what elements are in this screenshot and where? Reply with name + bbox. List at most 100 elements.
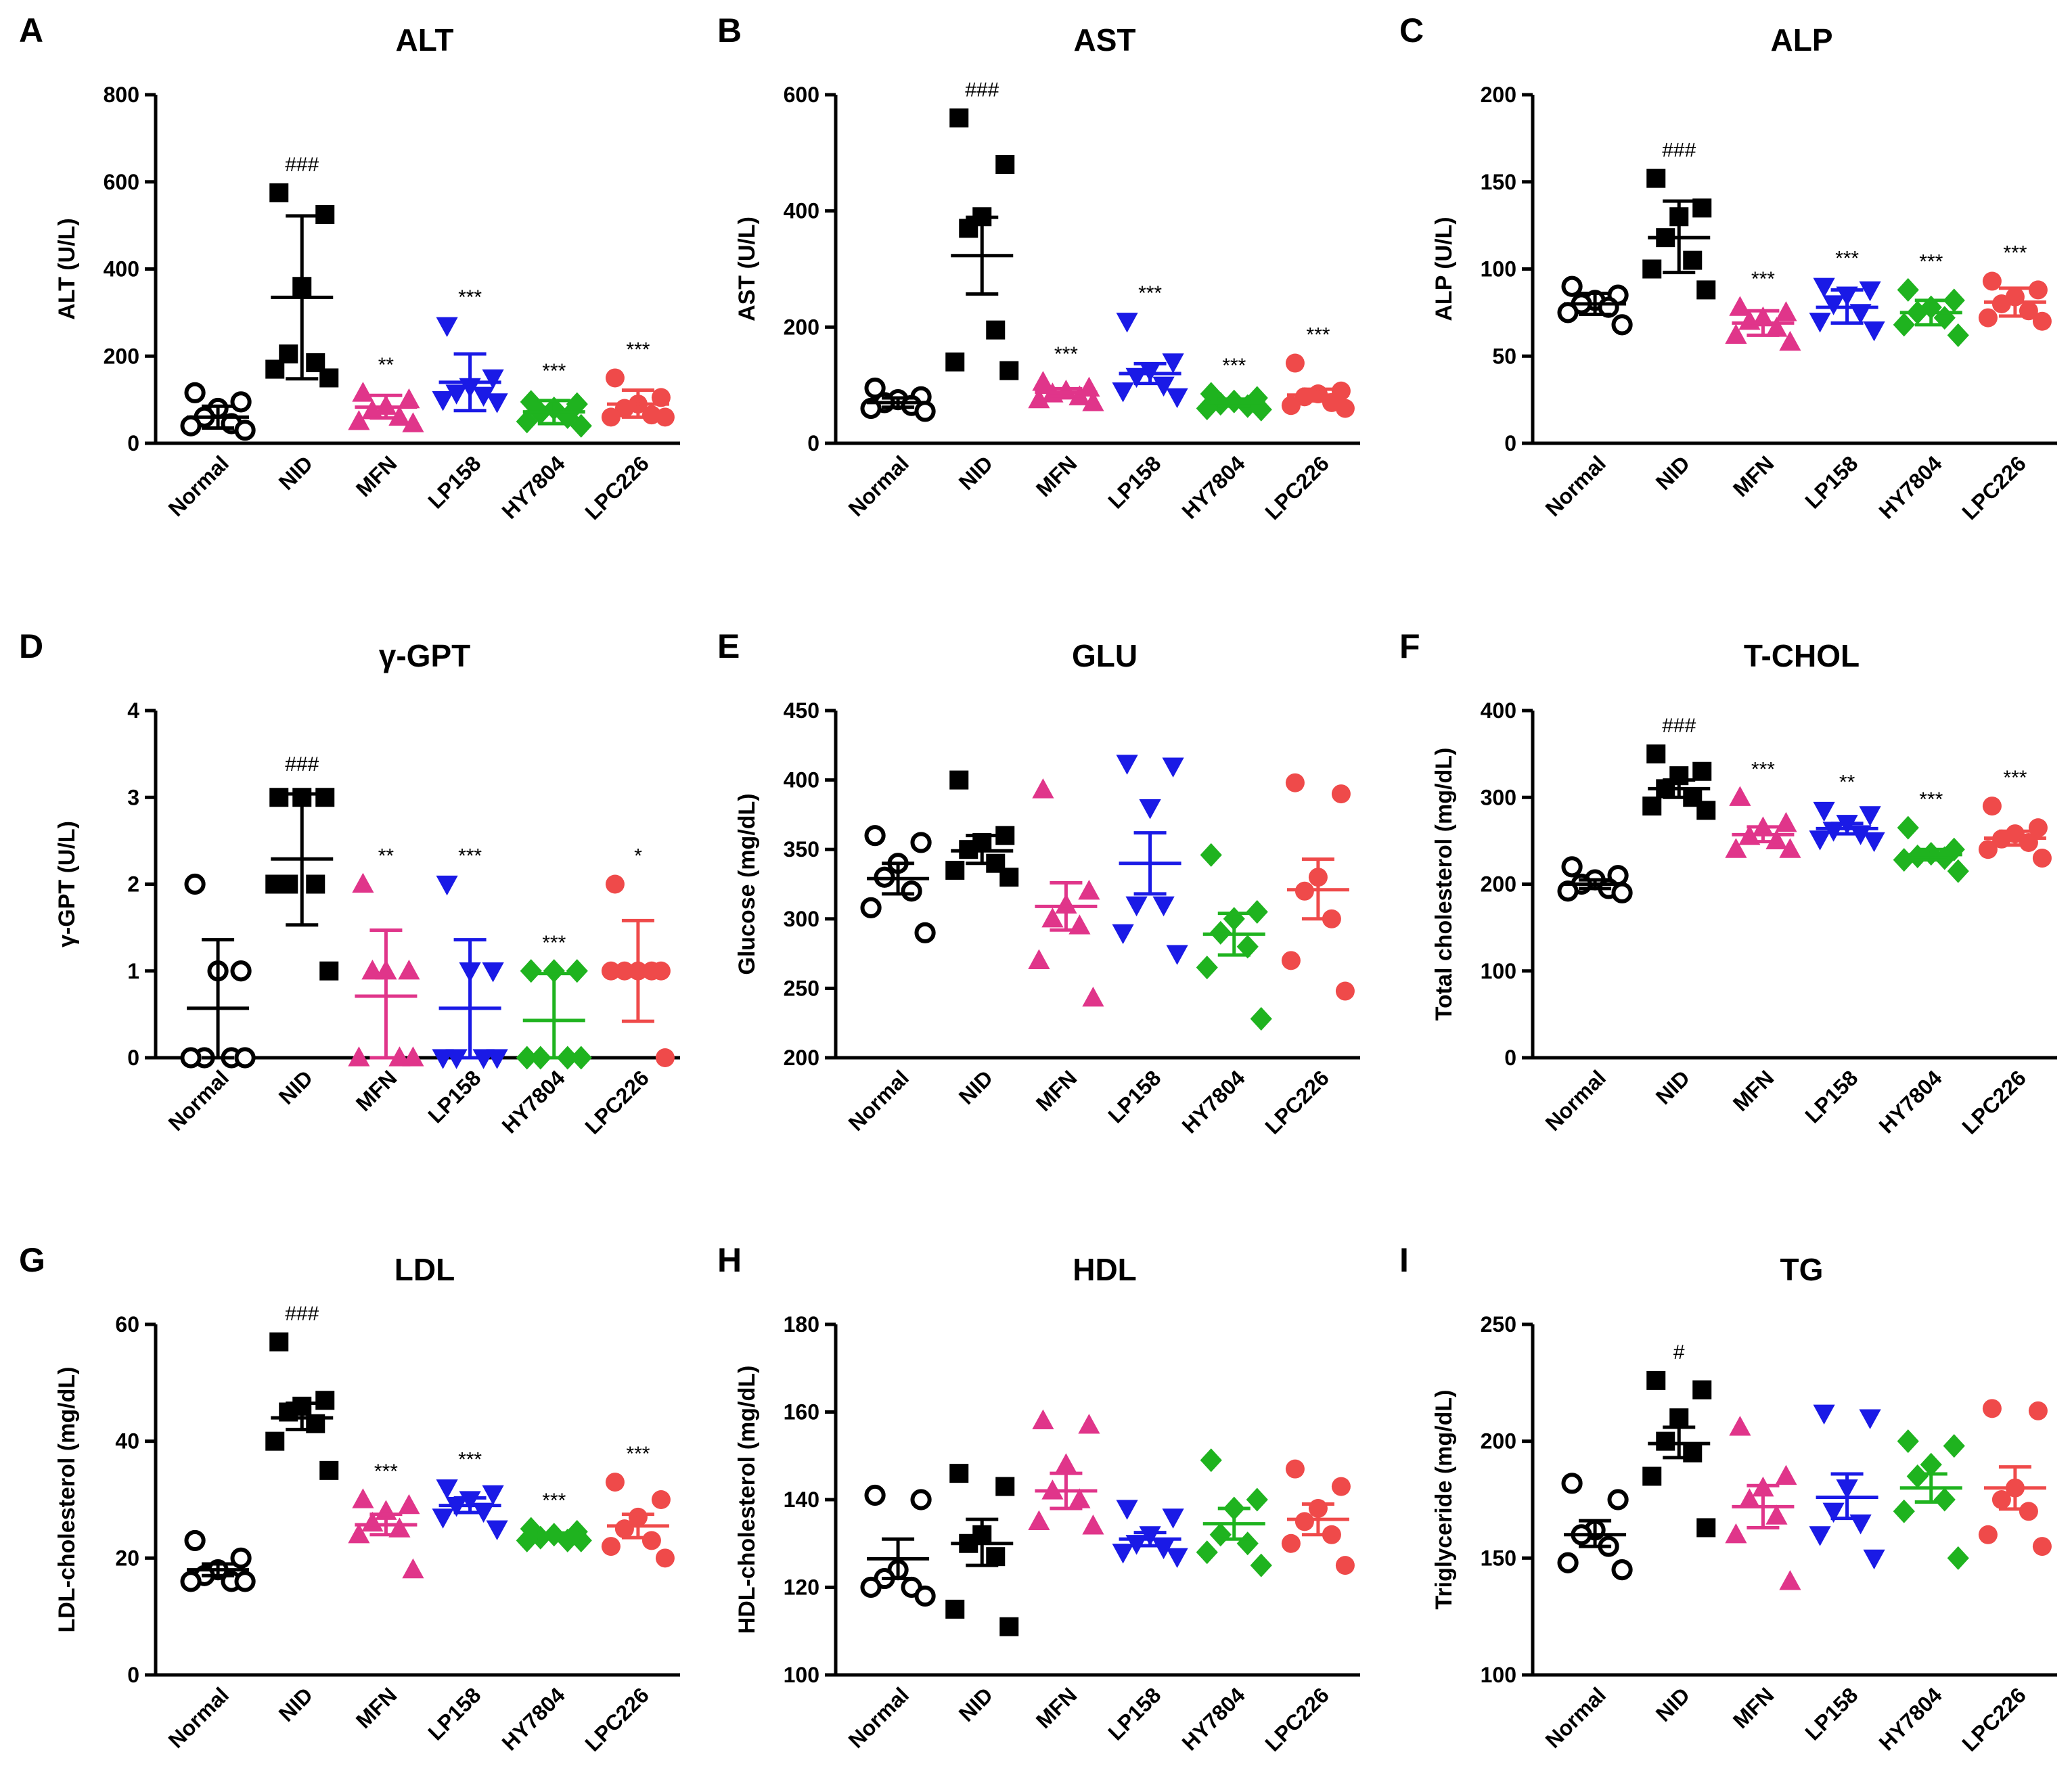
data-point — [436, 1479, 458, 1500]
series-lpc226: *** — [601, 1443, 675, 1568]
data-point — [1692, 761, 1712, 781]
y-axis-label: Glucose (mg/dL) — [734, 793, 760, 975]
data-point — [1809, 313, 1831, 333]
data-point — [995, 1477, 1015, 1496]
data-point — [1236, 1531, 1259, 1556]
data-point — [1646, 169, 1666, 188]
x-tick-label: LP158 — [1800, 1682, 1862, 1745]
data-point — [1335, 1556, 1355, 1575]
significance-label: # — [1673, 1341, 1685, 1364]
x-tick-label: Normal — [1541, 1682, 1611, 1752]
y-tick-label: 2 — [127, 872, 139, 897]
y-tick-label: 50 — [1492, 344, 1516, 368]
data-point — [1809, 830, 1831, 851]
series-normal — [180, 1529, 256, 1592]
data-point — [999, 361, 1019, 380]
data-point — [1561, 275, 1583, 297]
data-point — [1162, 1508, 1184, 1529]
data-point — [1200, 1448, 1222, 1473]
data-point — [910, 832, 932, 853]
significance-label: *** — [542, 1489, 566, 1512]
data-point — [543, 959, 565, 983]
x-tick-label: NID — [1651, 1065, 1694, 1108]
data-point — [1162, 757, 1184, 778]
series-normal — [1557, 1473, 1633, 1581]
data-point — [184, 1529, 206, 1552]
data-point — [1236, 935, 1259, 959]
data-point — [398, 388, 420, 409]
data-point — [1696, 280, 1716, 300]
data-point — [1982, 1399, 2002, 1418]
significance-label: ** — [378, 354, 395, 376]
data-point — [1152, 896, 1175, 917]
data-point — [436, 317, 458, 337]
series-lp158: *** — [432, 1449, 508, 1540]
data-point — [1028, 1510, 1050, 1530]
x-tick-label: HY7804 — [1874, 451, 1946, 523]
data-point — [230, 960, 252, 982]
data-point — [901, 880, 922, 902]
panel-letter: G — [19, 1241, 45, 1279]
significance-label: *** — [2003, 767, 2027, 789]
y-tick-label: 0 — [1504, 431, 1516, 455]
data-point — [949, 1464, 969, 1483]
data-point — [1041, 908, 1064, 928]
y-tick-label: 800 — [104, 83, 139, 107]
series-lpc226: * — [601, 845, 675, 1067]
data-point — [995, 155, 1015, 174]
data-point — [1331, 784, 1351, 804]
data-point — [1893, 313, 1915, 337]
data-point — [641, 1531, 661, 1550]
x-tick-label: Normal — [164, 451, 233, 520]
data-point — [1943, 288, 1965, 313]
data-point — [601, 1537, 621, 1556]
significance-label: *** — [1751, 758, 1775, 780]
data-point — [269, 788, 289, 807]
data-point — [1863, 321, 1885, 342]
chart-panel-a: A ALT 0 200 400 600 800 ALT (U/L) Normal NID ### MF… — [19, 12, 680, 524]
x-tick-label: LPC226 — [1260, 1682, 1333, 1755]
y-tick-label: 200 — [784, 315, 819, 339]
data-point — [1082, 1515, 1104, 1535]
x-tick-label: NID — [954, 1682, 997, 1726]
data-point — [1729, 1416, 1751, 1436]
y-axis-label: LDL-cholesterol (mg/dL) — [54, 1367, 80, 1633]
series-lpc226: *** — [1281, 324, 1355, 418]
data-point — [269, 183, 289, 202]
series-lp158 — [1112, 755, 1188, 965]
data-point — [361, 959, 384, 980]
data-point — [234, 1047, 256, 1069]
significance-label: *** — [1919, 788, 1943, 811]
data-point — [1082, 986, 1104, 1007]
data-point — [570, 413, 592, 438]
data-point — [361, 1511, 384, 1532]
data-point — [1196, 1540, 1218, 1565]
chart-panel-e: E GLU 200 250 300 350 400 450 Glucose (mg/dL) Nor… — [717, 627, 1360, 1139]
series-nid: ### — [945, 79, 1019, 380]
x-tick-label: LPC226 — [1260, 451, 1333, 524]
y-tick-label: 300 — [784, 907, 819, 931]
y-tick-label: 100 — [1481, 1663, 1516, 1687]
y-tick-label: 300 — [1481, 785, 1516, 809]
y-tick-label: 200 — [784, 1046, 819, 1070]
data-point — [1078, 879, 1100, 900]
data-point — [1246, 900, 1268, 924]
data-point — [1978, 1525, 1998, 1544]
y-tick-label: 60 — [115, 1312, 139, 1337]
data-point — [655, 407, 675, 427]
data-point — [486, 1049, 508, 1069]
y-axis-label: HDL-cholesterol (mg/dL) — [734, 1366, 760, 1634]
x-tick-label: HY7804 — [1874, 1065, 1946, 1138]
series-lp158 — [1112, 1500, 1188, 1568]
x-tick-label: Normal — [844, 1065, 914, 1135]
data-point — [432, 1049, 454, 1069]
x-tick-label: LPC226 — [580, 451, 653, 524]
x-tick-label: LPC226 — [1957, 451, 2030, 524]
x-tick-label: MFN — [1728, 451, 1778, 501]
chart-title: HDL — [1073, 1252, 1137, 1287]
y-tick-label: 0 — [1504, 1046, 1516, 1070]
data-point — [315, 788, 335, 807]
data-point — [1294, 1512, 1314, 1531]
data-point — [999, 868, 1019, 887]
